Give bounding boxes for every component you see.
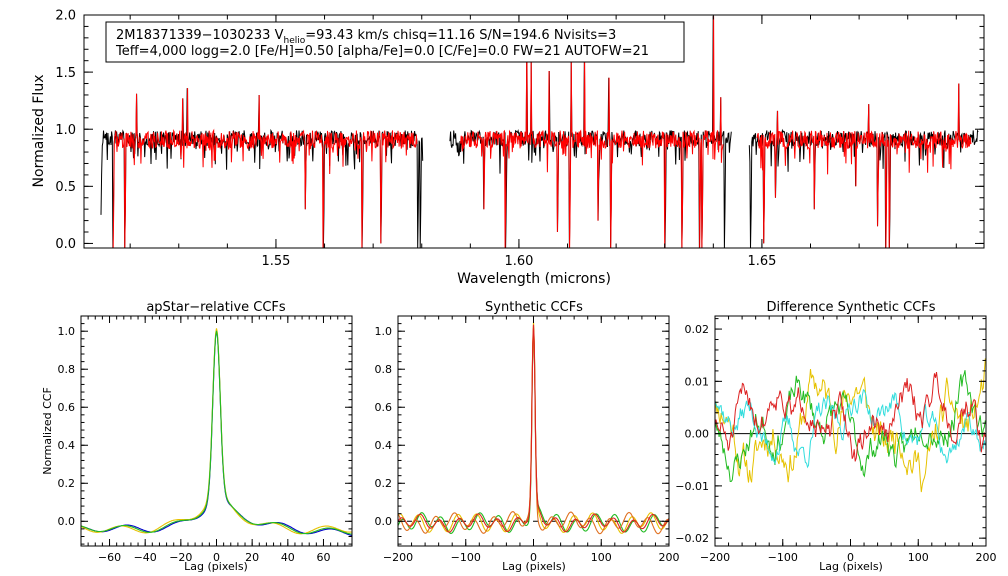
apstar-ccf-axes-frame (81, 316, 352, 546)
annotation-line-2: Teff=4,000 logg=2.0 [Fe/H]=0.50 [alpha/F… (115, 44, 649, 59)
synthetic-ccf-x-tick-label: −200 (383, 551, 413, 564)
apstar-ccf-y-tick-label: 0.0 (58, 515, 76, 528)
difference-ccf-title: Difference Synthetic CCFs (766, 300, 935, 315)
annotation-stats: =93.43 km/s chisq=11.16 S/N=194.6 Nvisit… (305, 28, 616, 43)
synthetic-ccf-y-tick-label: 0.8 (375, 363, 393, 376)
synthetic-ccf-title: Synthetic CCFs (485, 300, 583, 315)
synthetic-ccf-y-tick-label: 0.2 (375, 477, 393, 490)
spectrum-x-tick-label: 1.65 (747, 254, 776, 269)
synthetic-ccf-x-tick-label: 100 (591, 551, 612, 564)
spectrum-y-axis-label: Normalized Flux (31, 75, 47, 188)
apstar-ccf-x-ticks: −60 −40 −20 0 20 40 60 (81, 316, 352, 564)
difference-ccf-x-tick-label: 200 (976, 551, 997, 564)
apstar-ccf-y-tick-label: 1.0 (58, 325, 76, 338)
difference-ccf-y-tick-label: −0.01 (675, 480, 709, 493)
synthetic-ccf-series-1 (398, 328, 669, 533)
difference-ccf-x-axis-label: Lag (pixels) (819, 560, 883, 573)
spectrum-x-tick-label: 1.55 (261, 254, 290, 269)
synthetic-ccf-y-ticks: 0.0 0.2 0.4 0.6 0.8 1.0 (375, 316, 670, 544)
difference-ccf-x-tick-label: 100 (908, 551, 929, 564)
difference-ccf-y-tick-label: 0.01 (685, 375, 710, 388)
spectrum-y-tick-label: 1.5 (55, 66, 76, 81)
synthetic-ccf-y-tick-label: 1.0 (375, 325, 393, 338)
spectrum-y-tick-label: 0.0 (55, 237, 76, 252)
difference-ccf-series-1 (715, 358, 985, 492)
synthetic-ccf-x-tick-label: −100 (451, 551, 481, 564)
apstar-ccf-series-3 (81, 331, 352, 534)
synthetic-ccf-x-tick-label: 200 (659, 551, 680, 564)
spectrum-y-tick-label: 0.5 (55, 180, 76, 195)
synthetic-ccf-series-4 (398, 325, 669, 532)
apstar-ccf-x-tick-label: 60 (316, 551, 330, 564)
spectrum-x-tick-label: 1.60 (504, 254, 533, 269)
apstar-ccf-y-tick-label: 0.2 (58, 477, 76, 490)
apstar-ccf-series-1 (81, 331, 352, 535)
difference-ccf-x-tick-label: −200 (700, 551, 730, 564)
difference-ccf-x-tick-label: −100 (768, 551, 798, 564)
synthetic-ccf-plot-area (398, 322, 669, 534)
figure: 1.55 1.60 1.65 0.0 0.5 1.0 1.5 2.0 Wavelength … (0, 0, 1008, 576)
apstar-ccf-x-tick-label: −60 (98, 551, 121, 564)
apstar-ccf-y-axis-label: Normalized CCF (41, 387, 54, 475)
difference-ccf-series-4 (715, 372, 985, 461)
apstar-ccf-title: apStar−relative CCFs (146, 300, 286, 315)
synthetic-ccf-x-axis-label: Lag (pixels) (502, 560, 566, 573)
apstar-ccf-plot-area (81, 328, 352, 535)
difference-ccf-y-tick-label: 0.02 (685, 323, 710, 336)
synthetic-ccf-panel: Synthetic CCFs −200 −100 0 100 200 0.00.20.4… (375, 300, 680, 573)
spectrum-y-tick-label: 2.0 (55, 9, 76, 24)
apstar-ccf-series-2 (81, 328, 352, 533)
difference-ccf-series-2 (715, 370, 985, 481)
apstar-ccf-x-axis-label: Lag (pixels) (184, 560, 248, 573)
apstar-ccf-y-tick-label: 0.6 (58, 401, 76, 414)
spectrum-x-axis-label: Wavelength (microns) (457, 271, 611, 287)
spectrum-annotation-box: 2M18371339−1030233 Vhelio=93.43 km/s chi… (106, 22, 684, 62)
spectrum-y-tick-label: 1.0 (55, 123, 76, 138)
spectrum-panel: 1.55 1.60 1.65 0.0 0.5 1.0 1.5 2.0 Wavelength … (31, 9, 984, 287)
synthetic-ccf-series-2 (398, 322, 669, 533)
difference-ccf-y-tick-label: −0.02 (675, 532, 709, 545)
apstar-ccf-panel: apStar−relative CCFs −60 −40 −20 0 20 40 60 0.… (41, 300, 352, 573)
synthetic-ccf-y-tick-label: 0.4 (375, 439, 393, 452)
synthetic-ccf-y-tick-label: 0.6 (375, 401, 393, 414)
difference-ccf-y-tick-label: 0.00 (685, 428, 710, 441)
synthetic-ccf-series-3 (398, 328, 669, 534)
annotation-star-velocity: 2M18371339−1030233 V (116, 28, 284, 43)
difference-ccf-panel: Difference Synthetic CCFs −200 −100 0 100 20… (675, 300, 996, 573)
apstar-ccf-x-tick-label: 40 (281, 551, 295, 564)
apstar-ccf-y-tick-label: 0.4 (58, 439, 76, 452)
synthetic-ccf-y-tick-label: 0.0 (375, 515, 393, 528)
apstar-ccf-y-tick-label: 0.8 (58, 363, 76, 376)
apstar-ccf-x-tick-label: −40 (134, 551, 157, 564)
difference-ccf-plot-area (715, 358, 986, 492)
synthetic-ccf-axes-frame (398, 316, 669, 546)
